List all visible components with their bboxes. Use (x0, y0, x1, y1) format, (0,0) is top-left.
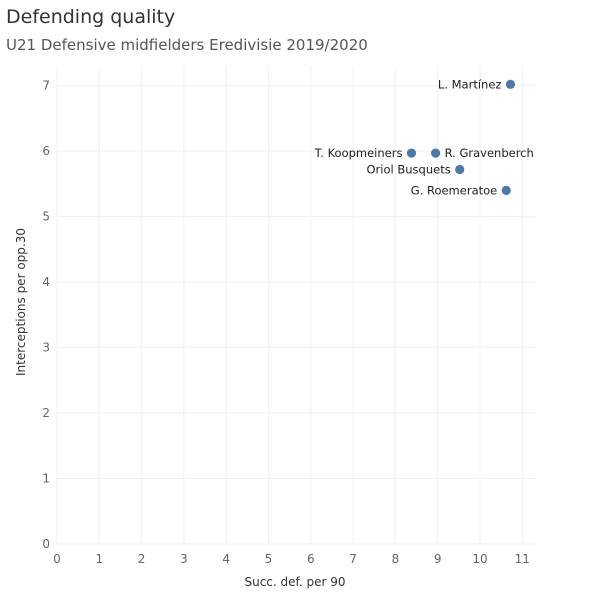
grid-lines (56, 66, 535, 545)
x-tick-label: 6 (307, 552, 315, 566)
data-point-label: Oriol Busquets (367, 162, 451, 176)
x-tick-label: 5 (265, 552, 273, 566)
data-point-label: G. Roemeratoe (411, 183, 497, 197)
x-tick-label: 1 (95, 552, 103, 566)
y-tick-label: 1 (42, 472, 50, 486)
x-tick-label: 2 (138, 552, 146, 566)
x-tick-label: 7 (349, 552, 357, 566)
x-tick-label: 11 (515, 552, 530, 566)
x-tick-label: 3 (180, 552, 188, 566)
y-tick-label: 7 (42, 79, 50, 93)
data-point (406, 148, 417, 158)
data-point (505, 79, 516, 89)
y-tick-label: 3 (42, 341, 50, 355)
data-points: L. Martínez T. Koopmeiners R. Gravenberch O… (314, 77, 534, 197)
data-point (455, 164, 465, 175)
y-tick-label: 6 (42, 144, 50, 158)
x-axis-ticks: 0 1 2 3 4 5 6 7 8 9 10 11 (53, 552, 530, 566)
y-tick-label: 5 (42, 210, 50, 224)
data-point-label: T. Koopmeiners (314, 146, 403, 160)
y-tick-label: 0 (42, 537, 50, 551)
chart-subtitle: U21 Defensive midfielders Eredivisie 201… (6, 36, 368, 54)
data-point (430, 148, 441, 158)
data-point-label: L. Martínez (438, 77, 502, 91)
chart-title: Defending quality (6, 6, 176, 28)
data-point (501, 185, 511, 196)
y-tick-label: 2 (42, 406, 50, 420)
data-point-label: R. Gravenberch (445, 146, 534, 160)
x-tick-label: 8 (392, 552, 400, 566)
x-tick-label: 10 (472, 552, 487, 566)
x-tick-label: 9 (434, 552, 442, 566)
y-tick-label: 4 (42, 275, 50, 289)
x-tick-label: 4 (222, 552, 230, 566)
x-tick-label: 0 (53, 552, 61, 566)
y-axis-ticks: 0 1 2 3 4 5 6 7 (42, 79, 50, 551)
x-axis-title: Succ. def. per 90 (244, 575, 345, 589)
y-axis-title: Interceptions per opp.30 (14, 228, 28, 376)
